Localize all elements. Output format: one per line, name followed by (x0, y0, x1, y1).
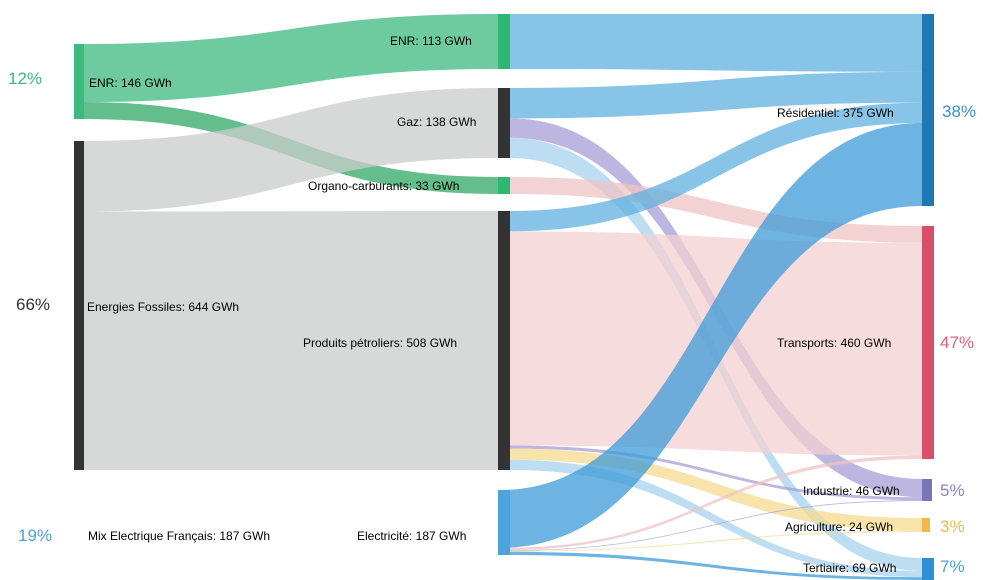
label-electricite: Electricité: 187 GWh (357, 529, 467, 543)
label-agriculture: Agriculture: 24 GWh (785, 520, 894, 534)
link-fossiles-petrole (84, 211, 498, 470)
link-enr-enr_dist (84, 14, 498, 103)
share-enr: 12% (8, 69, 43, 88)
label-enr-dist: ENR: 113 GWh (390, 34, 472, 48)
label-enr: ENR: 146 GWh (89, 76, 172, 90)
nodes-layer (74, 14, 934, 580)
link-electricite-residentiel (500, 123, 922, 548)
links-layer (84, 14, 922, 580)
node-industrie (922, 479, 932, 501)
label-residentiel: Résidentiel: 375 GWh (777, 106, 894, 120)
label-mix: Mix Electrique Français: 187 GWh (88, 529, 271, 543)
node-enr (74, 44, 84, 119)
link-electricite-agriculture (500, 530, 922, 552)
node-transports (922, 226, 934, 459)
node-petrole (498, 211, 510, 470)
link-petrole-tertiaire (510, 459, 922, 578)
share-fossiles: 66% (16, 295, 51, 314)
label-tertiaire: Tertiaire: 69 GWh (803, 561, 897, 575)
node-tertiaire (922, 558, 934, 580)
link-electricite-industrie (500, 500, 922, 552)
label-industrie: Industrie: 46 GWh (803, 484, 900, 498)
node-agriculture (922, 518, 930, 532)
share-industrie: 5% (940, 481, 965, 500)
label-organo: Organo-carburants: 33 GWh (308, 179, 460, 193)
node-gaz (498, 88, 510, 158)
link-fossiles-gaz (84, 88, 498, 212)
share-transports: 47% (940, 333, 975, 352)
node-enr_dist (498, 14, 510, 69)
link-petrole-industrie (510, 445, 922, 501)
share-agriculture: 3% (940, 517, 965, 536)
node-electricite (498, 490, 510, 555)
link-electricite-transports (500, 455, 922, 551)
node-fossiles (74, 141, 84, 470)
node-residentiel (922, 14, 934, 206)
share-mix: 19% (18, 526, 53, 545)
share-tertiaire: 7% (940, 557, 965, 576)
link-petrole-residentiel (510, 102, 922, 232)
node-organo (498, 177, 510, 194)
share-residentiel: 38% (942, 102, 977, 121)
label-gaz: Gaz: 138 GWh (397, 115, 477, 129)
link-gaz-residentiel (510, 71, 922, 119)
label-fossiles: Energies Fossiles: 644 GWh (87, 300, 240, 314)
label-petrole: Produits pétroliers: 508 GWh (303, 336, 458, 350)
link-enr_dist-residentiel (510, 14, 922, 72)
label-transports: Transports: 460 GWh (777, 336, 892, 350)
link-petrole-agriculture (510, 448, 922, 531)
link-electricite-tertiaire (500, 551, 922, 580)
